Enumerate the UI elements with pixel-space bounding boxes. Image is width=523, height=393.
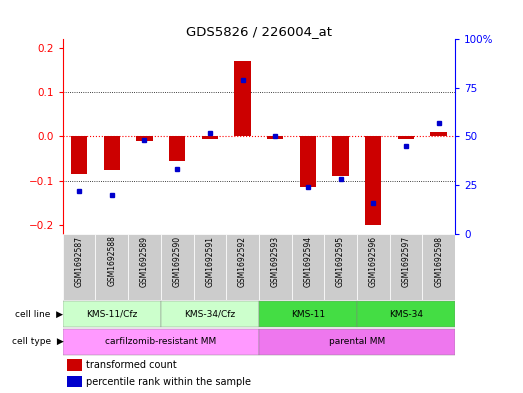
Text: GSM1692588: GSM1692588 [107,236,116,286]
Bar [104,136,120,170]
Text: GSM1692598: GSM1692598 [434,236,443,286]
Bar [259,329,455,355]
Bar [63,233,95,300]
Bar [398,136,414,139]
Title: GDS5826 / 226004_at: GDS5826 / 226004_at [186,25,332,38]
Bar [95,233,128,300]
Bar [390,233,423,300]
Bar [161,233,194,300]
Bar [430,132,447,136]
Text: KMS-11: KMS-11 [291,310,325,319]
Text: GSM1692593: GSM1692593 [271,236,280,287]
Text: KMS-34: KMS-34 [389,310,423,319]
Text: parental MM: parental MM [329,337,385,346]
Bar [423,233,455,300]
Bar [137,136,153,141]
Bar [202,136,218,139]
Text: GSM1692587: GSM1692587 [75,236,84,286]
Bar [333,136,349,176]
Bar [365,136,381,225]
Text: GSM1692595: GSM1692595 [336,236,345,287]
Text: GSM1692590: GSM1692590 [173,236,181,287]
Bar [259,233,292,300]
Bar [194,233,226,300]
Text: GSM1692597: GSM1692597 [402,236,411,287]
Text: cell type  ▶: cell type ▶ [12,337,63,346]
Text: GSM1692589: GSM1692589 [140,236,149,286]
Text: carfilzomib-resistant MM: carfilzomib-resistant MM [105,337,217,346]
Text: KMS-34/Cfz: KMS-34/Cfz [184,310,235,319]
Text: cell line  ▶: cell line ▶ [15,310,63,319]
Bar [161,301,259,327]
Bar [63,329,259,355]
Text: GSM1692596: GSM1692596 [369,236,378,287]
Bar [357,301,455,327]
Text: GSM1692592: GSM1692592 [238,236,247,286]
Bar [226,233,259,300]
Bar [67,359,83,371]
Bar [169,136,185,161]
Text: transformed count: transformed count [86,360,177,370]
Bar [324,233,357,300]
Bar [128,233,161,300]
Text: GSM1692591: GSM1692591 [206,236,214,286]
Text: percentile rank within the sample: percentile rank within the sample [86,377,251,387]
Bar [267,136,283,139]
Text: KMS-11/Cfz: KMS-11/Cfz [86,310,138,319]
Bar [63,301,161,327]
Bar [234,61,251,136]
Text: GSM1692594: GSM1692594 [303,236,312,287]
Bar [67,376,83,387]
Bar [259,301,357,327]
Bar [300,136,316,187]
Bar [357,233,390,300]
Bar [292,233,324,300]
Bar [71,136,87,174]
